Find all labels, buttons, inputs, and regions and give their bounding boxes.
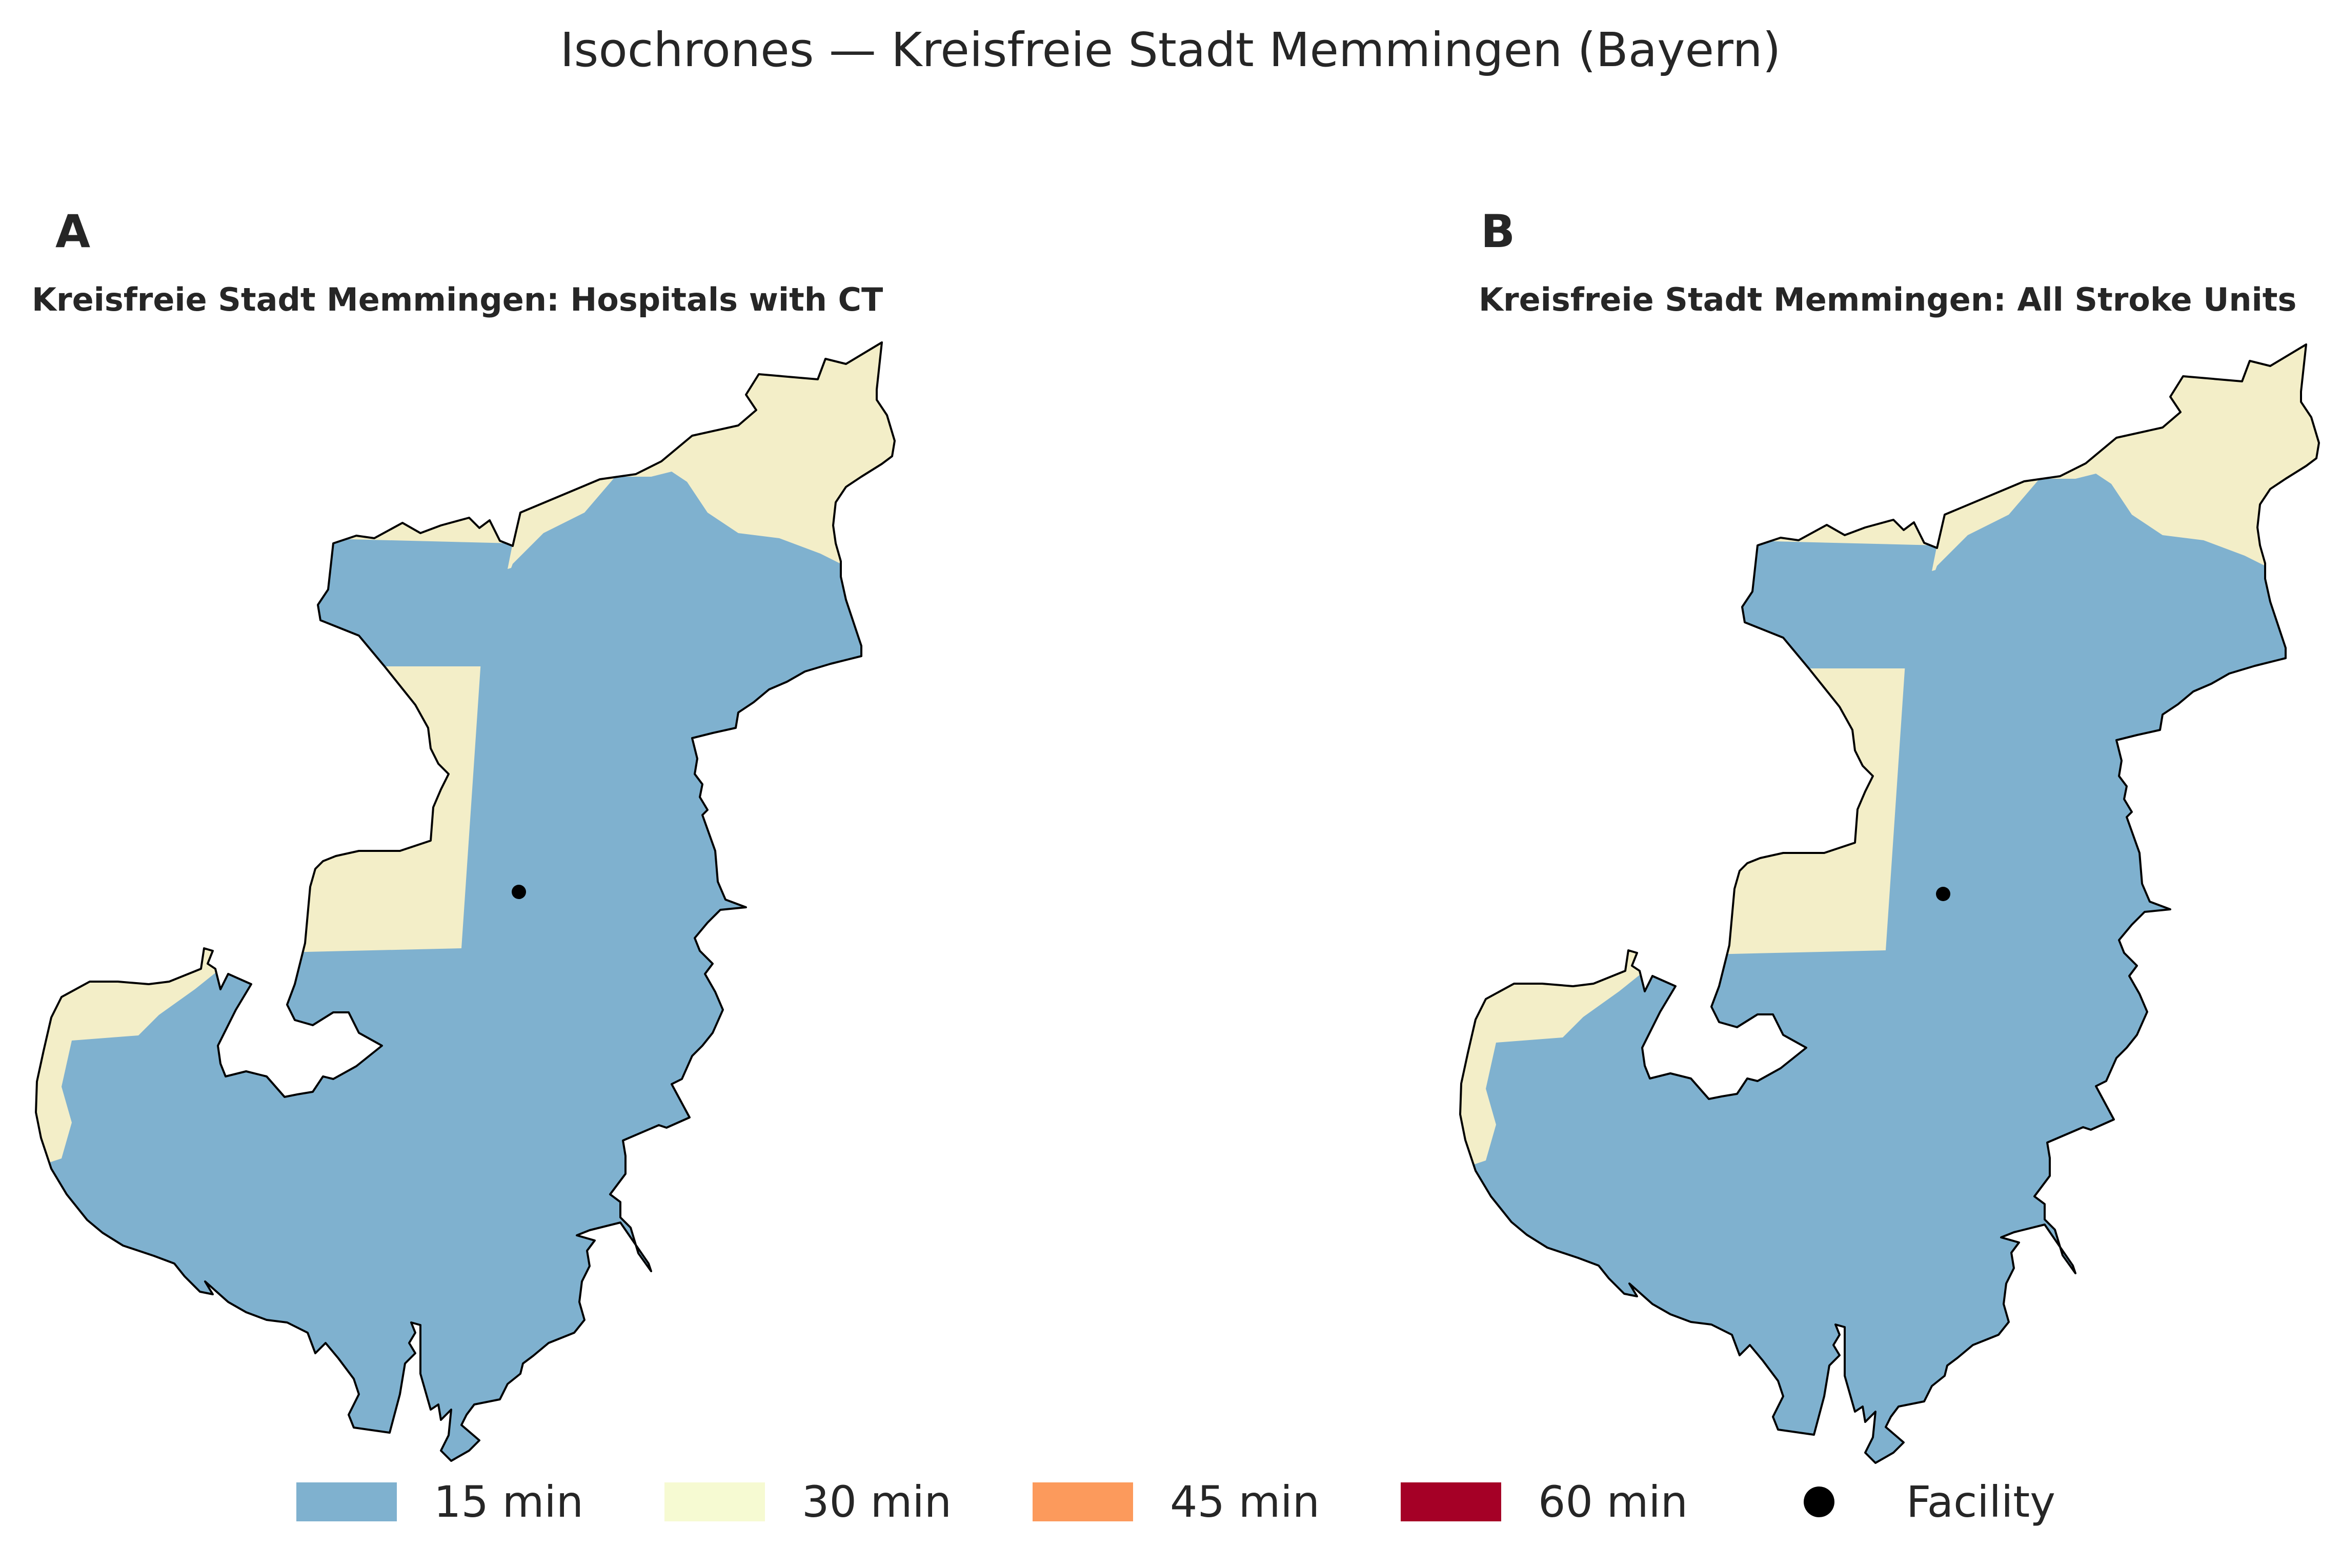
facility-marker [512, 885, 526, 899]
legend-item-facility: Facility [1769, 1471, 2055, 1533]
legend-item-60: 60 min [1401, 1471, 1688, 1533]
zone-15-min-area [1460, 344, 2296, 1463]
figure-title: Isochrones — Kreisfreie Stadt Memmingen … [560, 23, 1781, 77]
legend-item-30: 30 min [664, 1471, 952, 1533]
legend-swatch-30 [664, 1482, 765, 1521]
panel-b-letter: B [1481, 205, 1516, 258]
legend-swatch-15 [296, 1482, 397, 1521]
legend-swatch-45 [1033, 1482, 1133, 1521]
facility-legend-marker [1804, 1486, 1834, 1517]
legend-swatch-60 [1401, 1482, 1501, 1521]
legend: 15 min 30 min 45 min 60 min Facility [0, 1471, 2341, 1533]
legend-item-45: 45 min [1033, 1471, 1320, 1533]
panel-a-title: Kreisfreie Stadt Memmingen: Hospitals wi… [32, 281, 883, 318]
zone-15-min-area [36, 342, 872, 1461]
facility-marker [1936, 887, 1950, 901]
legend-label-30: 30 min [802, 1477, 952, 1527]
legend-label-45: 45 min [1170, 1477, 1320, 1527]
legend-item-15: 15 min [296, 1471, 583, 1533]
panel-b-title: Kreisfreie Stadt Memmingen: All Stroke U… [1479, 281, 2297, 318]
legend-label-facility: Facility [1906, 1477, 2055, 1527]
legend-label-15: 15 min [434, 1477, 583, 1527]
panel-b-map [1459, 343, 2320, 1464]
legend-label-60: 60 min [1538, 1477, 1688, 1527]
panel-a-map [35, 341, 896, 1462]
panel-a-letter: A [55, 205, 91, 258]
